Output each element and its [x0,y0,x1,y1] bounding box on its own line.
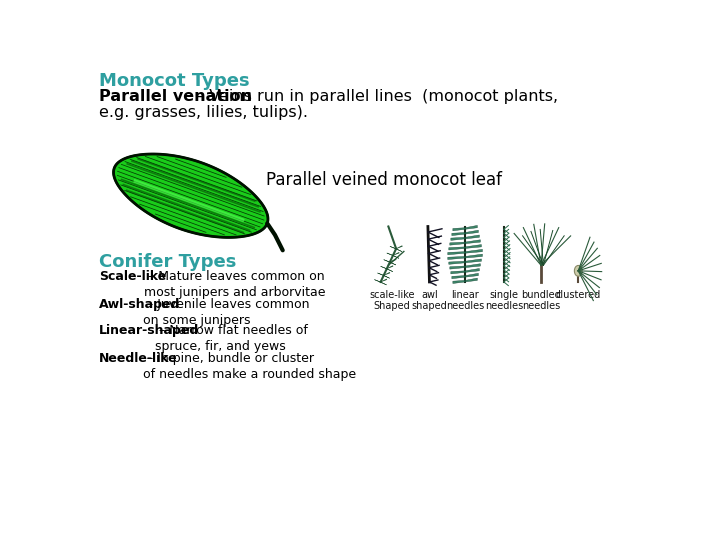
Text: Needle-like: Needle-like [99,352,178,365]
Polygon shape [396,246,402,249]
Text: e.g. grasses, lilies, tulips).: e.g. grasses, lilies, tulips). [99,105,308,120]
Polygon shape [384,272,390,275]
Text: – Veins run in parallel lines  (monocot plants,: – Veins run in parallel lines (monocot p… [191,90,558,104]
Polygon shape [387,253,399,258]
Text: linear
needles: linear needles [446,289,485,311]
Polygon shape [465,249,482,253]
Text: Awl-shaped: Awl-shaped [99,298,181,311]
Text: single
needles: single needles [485,289,523,311]
Polygon shape [465,278,477,282]
Text: Monocot Types: Monocot Types [99,72,250,91]
Polygon shape [450,242,465,245]
Text: Linear-shaped: Linear-shaped [99,325,199,338]
Polygon shape [449,247,465,250]
Polygon shape [450,266,465,269]
Text: Parallel venation: Parallel venation [99,90,253,104]
Polygon shape [448,252,465,255]
Text: Conifer Types: Conifer Types [99,253,237,272]
Text: – Narrow flat needles of
spruce, fir, and yews: – Narrow flat needles of spruce, fir, an… [155,325,308,353]
Text: Scale-like: Scale-like [99,271,166,284]
Polygon shape [390,246,402,252]
Polygon shape [387,266,393,268]
Polygon shape [465,235,480,239]
Polygon shape [393,252,399,255]
Polygon shape [465,268,480,272]
Polygon shape [448,256,465,260]
Polygon shape [449,261,465,264]
Polygon shape [377,273,390,278]
Polygon shape [465,245,482,248]
Polygon shape [465,259,482,263]
Text: – In pine, bundle or cluster
of needles make a rounded shape: – In pine, bundle or cluster of needles … [143,352,356,381]
Polygon shape [384,260,396,265]
Polygon shape [451,237,465,240]
Polygon shape [390,259,396,262]
Polygon shape [465,254,482,258]
Polygon shape [465,264,480,268]
Polygon shape [114,154,268,238]
Polygon shape [452,233,465,235]
Polygon shape [452,275,465,279]
Polygon shape [374,280,387,285]
Text: awl
shaped: awl shaped [412,289,447,311]
Polygon shape [453,280,465,284]
Polygon shape [465,240,480,244]
Text: – Juvenile leaves common
on some junipers: – Juvenile leaves common on some juniper… [143,298,310,327]
Polygon shape [465,230,478,234]
Polygon shape [381,266,393,272]
Polygon shape [451,271,465,274]
Polygon shape [465,273,478,277]
Ellipse shape [575,266,582,276]
Text: clustered: clustered [556,289,601,300]
Polygon shape [453,228,465,231]
Text: bundled
needles: bundled needles [521,289,561,311]
Text: Parallel veined monocot leaf: Parallel veined monocot leaf [266,171,503,190]
Text: – Mature leaves common on
most junipers and arborvitae: – Mature leaves common on most junipers … [144,271,325,299]
Polygon shape [465,225,477,229]
Polygon shape [381,279,387,282]
Text: scale-like
Shaped: scale-like Shaped [369,289,415,311]
